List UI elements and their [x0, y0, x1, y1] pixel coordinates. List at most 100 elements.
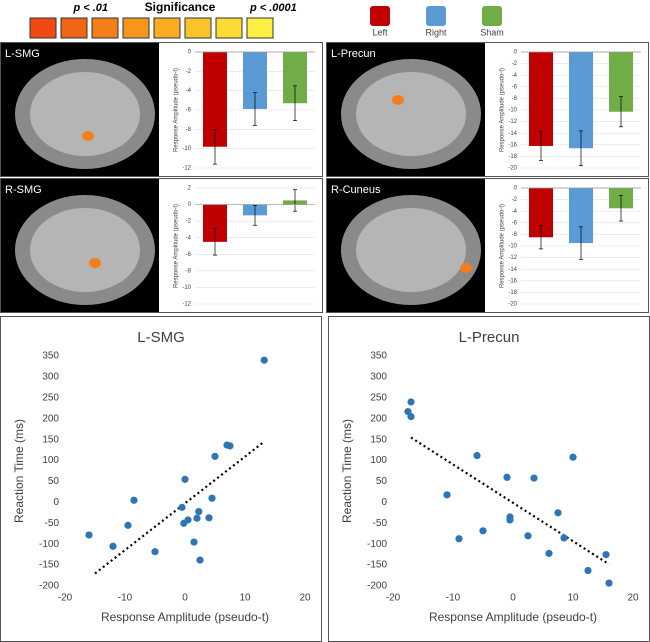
point — [178, 503, 186, 511]
x-axis-label: Response Amplitude (pseudo-t) — [101, 610, 269, 624]
point — [554, 509, 562, 517]
y-tick-label: 0 — [514, 50, 518, 56]
y-tick-label: -4 — [186, 235, 192, 241]
y-axis-label: Response Amplitude (pseudo-t) — [174, 68, 180, 152]
point — [602, 551, 610, 559]
point — [151, 548, 159, 556]
sig-low: p < .01 — [72, 2, 108, 14]
point — [124, 521, 132, 529]
point — [479, 527, 487, 535]
sig-swatch — [122, 17, 150, 39]
point — [560, 534, 568, 542]
y-tick-label: 150 — [370, 434, 387, 445]
y-tick-label: -2 — [512, 61, 518, 67]
activation — [89, 258, 101, 268]
y-axis-label: Reaction Time (ms) — [12, 419, 26, 523]
y-tick-label: 150 — [42, 434, 59, 445]
trendline — [410, 436, 610, 566]
y-tick-label: -2 — [186, 219, 192, 225]
x-tick-label: 10 — [567, 593, 579, 604]
sig-high: p < .0001 — [249, 2, 297, 14]
y-tick-label: -16 — [508, 142, 517, 148]
y-tick-label: -6 — [512, 220, 518, 226]
activation — [460, 263, 472, 273]
y-tick-label: -12 — [508, 255, 517, 261]
y-tick-label: 50 — [376, 476, 388, 487]
y-tick-label: -50 — [45, 518, 60, 529]
panel-label: L-SMG — [5, 48, 40, 60]
chart-title: L-Precun — [459, 329, 520, 346]
point — [455, 535, 463, 543]
point — [181, 475, 189, 483]
sig-swatch — [153, 17, 181, 39]
point — [226, 442, 234, 450]
sig-swatch — [60, 17, 88, 39]
y-tick-label: -8 — [186, 268, 192, 274]
panel-label: R-Cuneus — [331, 184, 381, 196]
y-tick-label: -14 — [508, 267, 517, 273]
activation — [392, 95, 404, 105]
y-tick-label: -2 — [512, 197, 518, 203]
y-tick-label: 300 — [370, 372, 387, 383]
legend-label: Left — [372, 27, 388, 37]
y-axis-label: Reaction Time (ms) — [340, 419, 354, 523]
y-tick-label: -200 — [39, 581, 59, 592]
y-tick-label: -18 — [508, 290, 517, 296]
y-tick-label: -16 — [508, 278, 517, 284]
y-tick-label: 0 — [381, 497, 387, 508]
y-tick-label: -8 — [512, 96, 518, 102]
y-tick-label: -20 — [508, 302, 517, 308]
point — [569, 453, 577, 461]
x-tick-label: -10 — [446, 593, 461, 604]
legend-swatch — [482, 6, 502, 26]
y-tick-label: -4 — [512, 73, 518, 79]
y-tick-label: -12 — [182, 166, 191, 172]
point — [208, 494, 216, 502]
sig-swatch — [29, 17, 57, 39]
x-tick-label: 20 — [299, 593, 311, 604]
panel-border — [0, 316, 322, 642]
y-tick-label: 50 — [48, 476, 60, 487]
y-tick-label: -4 — [512, 209, 518, 215]
bar — [529, 52, 553, 146]
brain-inner — [30, 208, 140, 292]
sig-swatch — [215, 17, 243, 39]
point — [584, 566, 592, 575]
y-tick-label: -50 — [373, 518, 388, 529]
y-tick-label: 200 — [42, 413, 59, 424]
point — [190, 538, 198, 546]
y-tick-label: -18 — [508, 154, 517, 160]
y-tick-label: -6 — [186, 252, 192, 258]
y-tick-label: -100 — [367, 539, 387, 550]
y-tick-label: -10 — [508, 244, 517, 250]
y-tick-label: 0 — [188, 50, 192, 56]
y-tick-label: 2 — [188, 186, 192, 192]
x-tick-label: 20 — [627, 593, 639, 604]
y-tick-label: 300 — [42, 372, 59, 383]
point — [195, 507, 203, 516]
sig-title: Significance — [145, 0, 216, 14]
y-tick-label: -10 — [508, 108, 517, 114]
y-tick-label: -14 — [508, 131, 517, 137]
y-tick-label: -200 — [367, 581, 387, 592]
point — [443, 491, 451, 499]
point — [530, 474, 538, 482]
legend-label: Sham — [480, 27, 504, 37]
sig-swatch — [184, 17, 212, 39]
y-tick-label: -6 — [512, 84, 518, 90]
y-tick-label: 250 — [42, 392, 59, 403]
y-tick-label: -4 — [186, 88, 192, 94]
y-tick-label: 250 — [370, 392, 387, 403]
point — [109, 542, 117, 550]
sig-swatch — [91, 17, 119, 39]
legend-swatch — [370, 6, 390, 26]
y-tick-label: -10 — [182, 146, 191, 152]
point — [524, 532, 532, 540]
y-tick-label: 350 — [370, 351, 387, 362]
panel-label: R-SMG — [5, 184, 42, 196]
y-tick-label: -6 — [186, 108, 192, 114]
sig-swatch — [246, 17, 274, 39]
point — [130, 496, 138, 504]
y-tick-label: -2 — [186, 69, 192, 75]
